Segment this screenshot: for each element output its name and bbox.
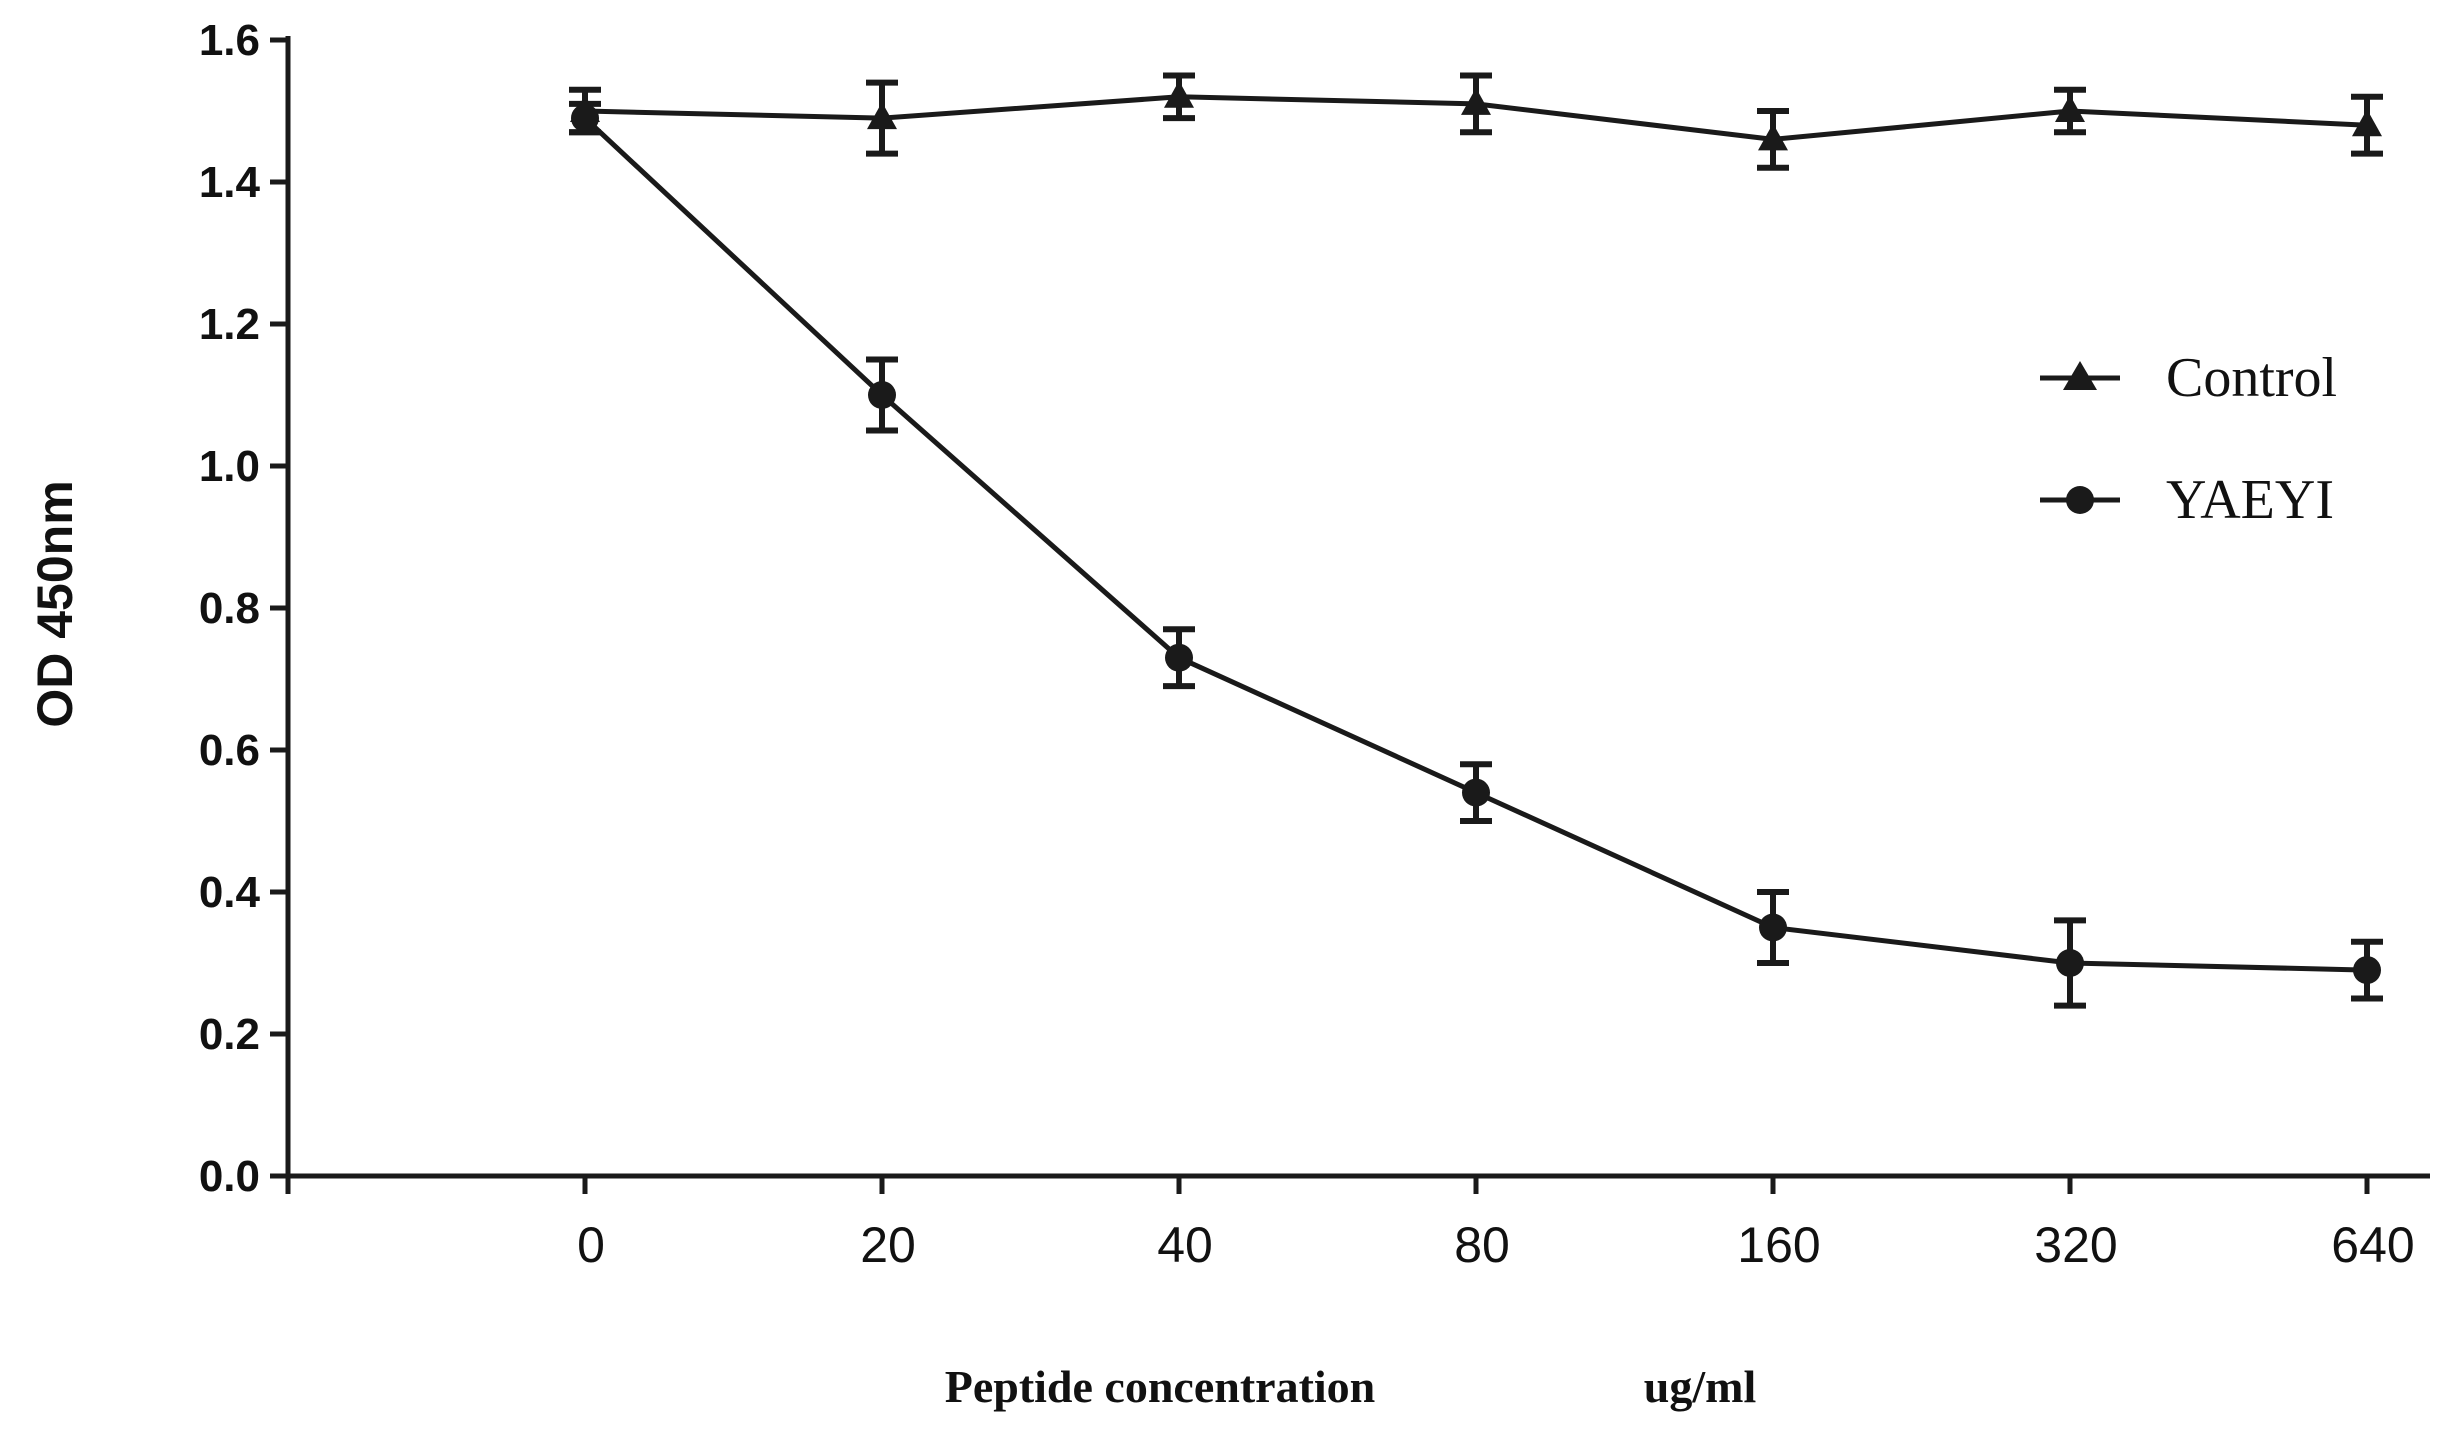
x-tick-label: 160 <box>1737 1217 1820 1273</box>
series-layer <box>569 72 2383 1009</box>
triangle-marker-icon <box>2063 361 2097 390</box>
x-tick-label: 640 <box>2331 1217 2414 1273</box>
data-point-circle <box>571 104 599 133</box>
data-point-triangle <box>1164 80 1194 108</box>
x-tick-label: 80 <box>1454 1217 1510 1273</box>
legend-label-yaeyi: YAEYI <box>2166 469 2334 531</box>
data-point-circle <box>1165 643 1193 672</box>
data-point-circle <box>1759 913 1787 942</box>
y-tick-label: 0.0 <box>199 1152 260 1201</box>
x-tick-label: 0 <box>577 1217 605 1273</box>
circle-marker-icon <box>2066 486 2094 514</box>
y-axis-title: OD 450nm <box>27 480 83 727</box>
x-axis-unit: ug/ml <box>1644 1361 1756 1412</box>
series-line <box>583 116 2368 973</box>
data-point-triangle <box>1461 87 1491 115</box>
legend: Control YAEYI <box>2040 347 2337 531</box>
data-point-triangle <box>2352 109 2382 137</box>
data-point-circle <box>1462 778 1490 807</box>
y-axis-ticks: 0.0 0.2 0.4 0.6 0.8 1.0 1.2 1.4 1.6 <box>199 16 288 1201</box>
y-tick-label: 1.0 <box>199 442 260 491</box>
y-tick-label: 0.2 <box>199 1010 260 1059</box>
y-tick-label: 0.8 <box>199 584 260 633</box>
x-tick-label: 20 <box>860 1217 916 1273</box>
data-point-triangle <box>1758 123 1788 151</box>
data-point-circle <box>2353 956 2381 985</box>
legend-item-yaeyi: YAEYI <box>2040 469 2334 531</box>
y-tick-label: 1.2 <box>199 300 260 349</box>
y-tick-label: 1.4 <box>199 158 261 207</box>
series-control <box>569 72 2383 171</box>
x-tick-label: 320 <box>2034 1217 2117 1273</box>
data-point-triangle <box>2055 95 2085 122</box>
y-tick-label: 1.6 <box>199 16 260 65</box>
y-tick-label: 0.6 <box>199 726 260 775</box>
legend-label-control: Control <box>2166 347 2337 409</box>
x-axis-title: Peptide concentration <box>945 1361 1376 1412</box>
x-tick-label: 40 <box>1157 1217 1213 1273</box>
data-point-circle <box>2056 949 2084 977</box>
series-yaeyi <box>569 100 2383 1009</box>
y-tick-label: 0.4 <box>199 868 261 917</box>
axes <box>285 36 2430 1179</box>
x-axis-ticks: 0 20 40 80 160 320 640 <box>285 1176 2415 1273</box>
data-point-circle <box>868 381 896 409</box>
data-point-triangle <box>867 102 897 130</box>
legend-item-control: Control <box>2040 347 2337 409</box>
